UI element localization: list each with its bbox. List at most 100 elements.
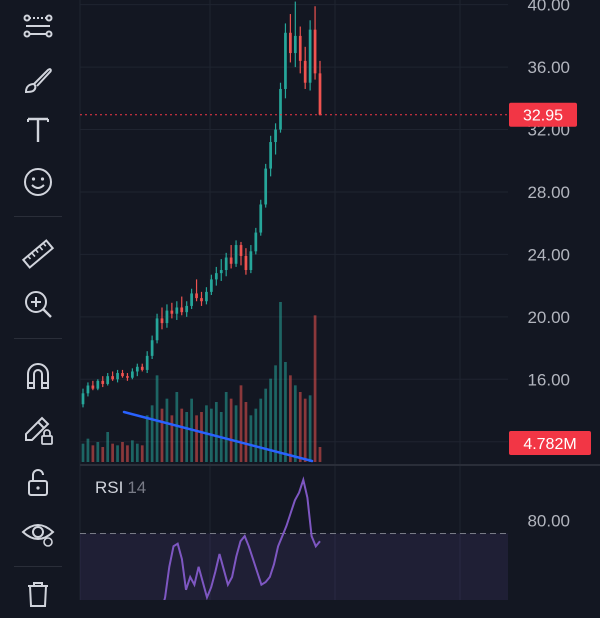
volume-bar bbox=[289, 375, 292, 462]
volume-bar bbox=[224, 392, 228, 462]
volume-bar bbox=[200, 412, 203, 462]
candle-body bbox=[160, 318, 164, 324]
chart-canvas[interactable]: 40.0036.0032.0028.0024.0020.0016.0012.00… bbox=[0, 0, 600, 600]
volume-bar bbox=[279, 302, 282, 462]
candle-body bbox=[111, 376, 114, 380]
candle-body bbox=[131, 371, 134, 378]
candle-body bbox=[274, 129, 277, 143]
unlock-button[interactable] bbox=[12, 458, 64, 506]
candle-body bbox=[91, 385, 95, 389]
volume-bar bbox=[135, 443, 139, 462]
visibility-button[interactable] bbox=[12, 508, 64, 556]
toolbar-separator bbox=[14, 566, 62, 567]
lock-drawing-tool-button[interactable] bbox=[12, 406, 64, 454]
candle-body bbox=[210, 279, 213, 292]
volume-bar bbox=[264, 388, 268, 462]
rsi-period: 14 bbox=[127, 478, 147, 497]
toolbar-separator bbox=[14, 338, 62, 339]
price-axis-tick: 36.00 bbox=[527, 58, 570, 77]
volume-bar bbox=[284, 362, 287, 462]
price-axis-tick: 28.00 bbox=[527, 183, 570, 202]
candle-body bbox=[234, 245, 238, 264]
candle-body bbox=[170, 310, 174, 314]
candle-body bbox=[219, 270, 223, 274]
volume-bar bbox=[259, 398, 263, 462]
volume-bar bbox=[160, 408, 164, 462]
candle-body bbox=[140, 366, 144, 370]
drawn-trendline bbox=[122, 410, 314, 463]
volume-bar bbox=[313, 315, 317, 462]
price-axis-tick: 16.00 bbox=[527, 370, 570, 389]
volume-bar bbox=[140, 445, 144, 462]
candle-body bbox=[205, 291, 208, 302]
candle-body bbox=[145, 355, 149, 370]
candle-body bbox=[298, 35, 302, 61]
candle-body bbox=[116, 373, 119, 380]
drawing-toolbar bbox=[0, 0, 76, 607]
volume-bar bbox=[106, 432, 110, 462]
zoom-in-tool-button[interactable] bbox=[12, 280, 64, 328]
trash-icon bbox=[28, 582, 48, 607]
candle-body bbox=[126, 376, 129, 378]
price-axis-tick: 20.00 bbox=[527, 308, 570, 327]
candle-body bbox=[313, 29, 317, 74]
brush-tool-button[interactable] bbox=[12, 56, 64, 104]
candle-body bbox=[264, 168, 268, 205]
volume-bar bbox=[254, 408, 258, 462]
emoji-tool-button[interactable] bbox=[12, 158, 64, 206]
price-axis-tick: 40.00 bbox=[527, 0, 570, 15]
volume-bar bbox=[121, 442, 124, 462]
last-volume-badge bbox=[509, 431, 591, 455]
volume-bar bbox=[170, 415, 174, 462]
candle-body bbox=[214, 273, 218, 280]
volume-bar bbox=[96, 442, 100, 462]
candle-body bbox=[175, 307, 179, 314]
candle-body bbox=[106, 376, 110, 384]
lock-drawing-tool-icon bbox=[25, 416, 53, 445]
trash-button[interactable] bbox=[12, 570, 64, 618]
candle-body bbox=[279, 88, 282, 130]
candle-body bbox=[318, 73, 322, 115]
volume-bar bbox=[165, 398, 169, 462]
candle-body bbox=[96, 380, 100, 389]
last-price-badge-label: 32.95 bbox=[523, 108, 563, 125]
volume-bar bbox=[303, 398, 307, 462]
rsi-label: RSI bbox=[95, 478, 124, 497]
emoji-tool-icon bbox=[24, 168, 52, 196]
candle-body bbox=[229, 257, 233, 264]
candle-body bbox=[165, 310, 169, 324]
volume-bar bbox=[116, 445, 119, 462]
rsi-axis-tick: 80.00 bbox=[527, 512, 570, 531]
candle-body bbox=[249, 251, 253, 271]
candle-body bbox=[180, 307, 184, 313]
volume-bar bbox=[269, 378, 272, 462]
volume-bar bbox=[293, 385, 297, 462]
text-tool-button[interactable] bbox=[12, 106, 64, 154]
volume-bar bbox=[249, 415, 253, 462]
trend-line-tool-icon bbox=[23, 14, 53, 38]
price-axis-tick: 24.00 bbox=[527, 245, 570, 264]
trend-line-tool-button[interactable] bbox=[12, 2, 64, 50]
volume-bar bbox=[91, 445, 95, 462]
candle-body bbox=[135, 366, 139, 372]
zoom-in-tool-icon bbox=[25, 291, 52, 318]
candle-body bbox=[155, 318, 159, 341]
candle-body bbox=[289, 32, 292, 54]
candle-body bbox=[239, 245, 243, 256]
toolbar-separator bbox=[14, 216, 62, 217]
rsi-line bbox=[163, 476, 321, 600]
ruler-tool-button[interactable] bbox=[12, 230, 64, 278]
candle-body bbox=[190, 293, 193, 306]
candle-body bbox=[101, 380, 105, 384]
candle-body bbox=[86, 385, 90, 394]
visibility-icon bbox=[21, 524, 55, 547]
candle-body bbox=[308, 29, 312, 83]
magnet-tool-button[interactable] bbox=[12, 352, 64, 400]
candle-body bbox=[200, 298, 203, 302]
candle-body bbox=[224, 257, 228, 271]
brush-tool-icon bbox=[24, 68, 52, 94]
volume-bar bbox=[180, 408, 184, 462]
volume-bar bbox=[239, 385, 243, 462]
rsi-indicator-title[interactable]: RSI 14 bbox=[95, 478, 146, 498]
volume-bar bbox=[145, 415, 149, 462]
